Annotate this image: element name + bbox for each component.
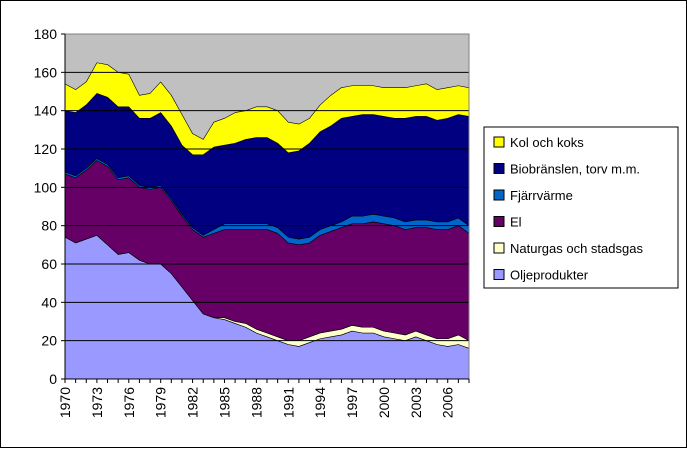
- y-axis: 0 20 40 60 80 100 120 140 160 180: [34, 26, 66, 387]
- legend-box: [483, 126, 679, 289]
- y-tick-label: 40: [41, 294, 57, 310]
- x-axis: 1970 1973 1976 1979 1982 1985 1988 1991 1994 1997…: [57, 378, 470, 418]
- legend-label: Oljeprodukter: [510, 268, 589, 283]
- legend: Kol och koks Biobränslen, torv m.m. Fjärrv…: [483, 126, 679, 289]
- y-tick-label: 120: [34, 141, 58, 157]
- legend-swatch: [493, 136, 505, 148]
- y-tick-label: 20: [41, 333, 57, 349]
- legend-swatch: [493, 189, 505, 201]
- legend-swatch: [493, 216, 505, 227]
- x-tick-label: 1997: [344, 387, 360, 418]
- y-tick-label: 160: [34, 64, 58, 80]
- legend-label: Biobränslen, torv m.m.: [510, 162, 640, 177]
- x-tick-label: 2006: [440, 387, 456, 418]
- legend-swatch: [493, 163, 505, 174]
- x-tick-label: 1979: [153, 387, 169, 418]
- x-tick-label: 1982: [185, 387, 201, 418]
- legend-swatch: [493, 242, 505, 254]
- legend-swatch: [493, 269, 505, 280]
- y-tick-label: 180: [34, 26, 58, 42]
- plot-area: [64, 33, 470, 380]
- x-tick-label: 1976: [121, 387, 137, 418]
- x-tick-label: 1991: [280, 387, 296, 418]
- y-tick-label: 100: [34, 179, 58, 195]
- x-tick-label: 1973: [89, 387, 105, 418]
- y-tick-label: 80: [41, 218, 57, 234]
- legend-label: Naturgas och stadsgas: [510, 241, 643, 256]
- y-tick-label: 60: [41, 256, 57, 272]
- x-tick-label: 1988: [248, 387, 264, 418]
- legend-label: Kol och koks: [510, 135, 584, 150]
- legend-label: El: [510, 215, 522, 230]
- legend-label: Fjärrvärme: [510, 188, 573, 203]
- x-tick-label: 2003: [408, 387, 424, 418]
- y-tick-label: 140: [34, 103, 58, 119]
- x-tick-label: 1985: [216, 387, 232, 418]
- y-tick-label: 0: [49, 371, 57, 387]
- x-tick-label: 2000: [376, 387, 392, 418]
- x-tick-label: 1970: [57, 387, 73, 418]
- x-tick-label: 1994: [312, 387, 328, 418]
